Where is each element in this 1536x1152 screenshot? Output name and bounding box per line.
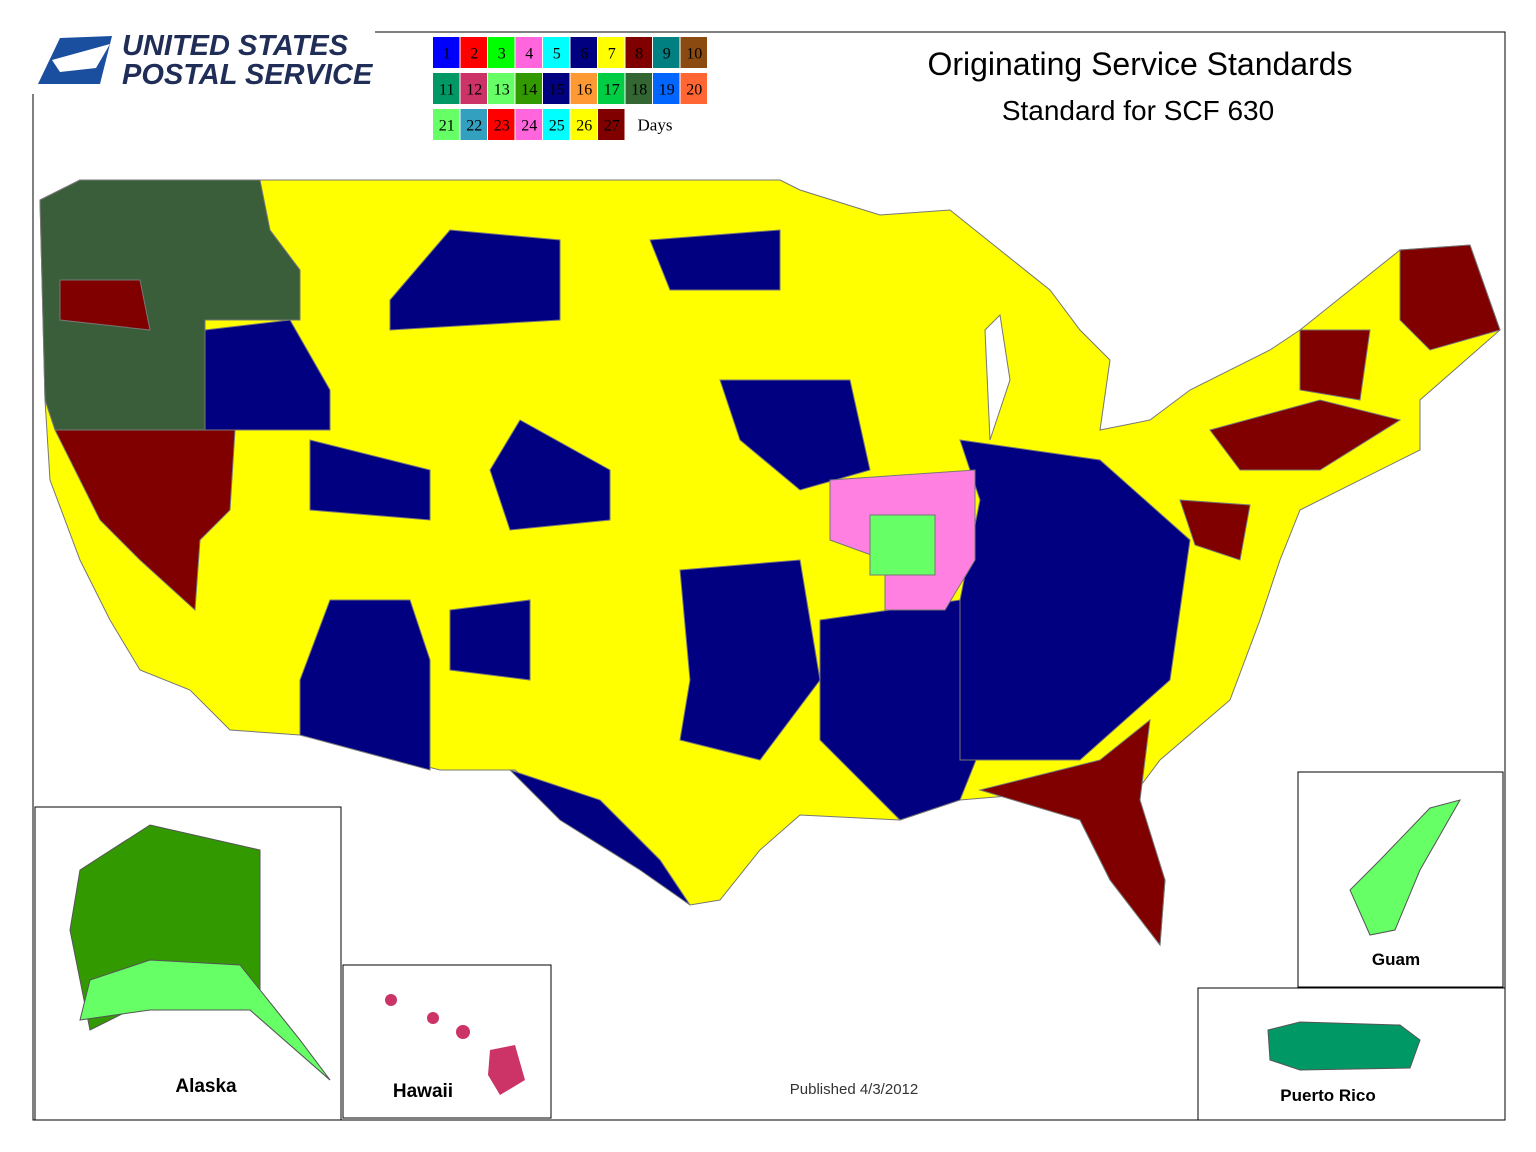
region <box>1209 399 1402 471</box>
legend-label: 23 <box>494 118 510 135</box>
legend-label: 4 <box>525 46 533 63</box>
region <box>509 769 691 906</box>
legend-swatch <box>653 73 680 104</box>
logo-eagle-wing <box>52 44 110 72</box>
hawaii-land <box>427 1012 439 1024</box>
legend-swatch <box>433 73 460 104</box>
hawaii-land <box>488 1045 525 1095</box>
legend-label: 5 <box>553 46 561 63</box>
legend-label: 8 <box>635 46 643 63</box>
legend-swatch <box>488 109 515 140</box>
legend-swatch <box>543 109 570 140</box>
region <box>449 599 531 681</box>
legend-label: 6 <box>580 46 588 63</box>
region <box>679 559 821 761</box>
legend-label: 10 <box>686 46 702 63</box>
legend-label: 3 <box>498 46 506 63</box>
legend-swatch <box>625 37 652 68</box>
legend-swatch <box>653 37 680 68</box>
legend-label: 12 <box>466 82 482 99</box>
region <box>1299 329 1371 401</box>
guam-land <box>1349 799 1462 936</box>
legend-swatch <box>625 73 652 104</box>
region <box>649 229 781 291</box>
legend-swatch <box>570 37 597 68</box>
region <box>389 229 561 331</box>
legend-swatch <box>570 109 597 140</box>
region <box>489 419 611 531</box>
legend-label: 15 <box>549 82 565 99</box>
legend-label: 24 <box>521 118 537 135</box>
legend-unit: Days <box>638 116 673 135</box>
inset-label: Puerto Rico <box>1280 1086 1375 1105</box>
alaska-land <box>79 959 331 1081</box>
legend-label: 21 <box>439 118 455 135</box>
legend-swatch <box>598 37 625 68</box>
region <box>1399 244 1501 351</box>
region <box>59 279 151 331</box>
region <box>39 179 301 431</box>
legend-label: 20 <box>686 82 702 99</box>
lake <box>984 313 1011 441</box>
subtitle: Standard for SCF 630 <box>1002 95 1274 126</box>
hawaii-land <box>385 994 397 1006</box>
logo-line: POSTAL SERVICE <box>122 59 374 91</box>
inset-frame <box>342 964 552 1119</box>
region <box>1179 499 1251 561</box>
legend-label: 14 <box>521 82 537 99</box>
legend-swatch <box>543 73 570 104</box>
legend-label: 18 <box>631 82 647 99</box>
legend-label: 9 <box>663 46 671 63</box>
legend-swatch <box>570 73 597 104</box>
legend-label: 13 <box>494 82 510 99</box>
legend-label: 11 <box>439 82 454 99</box>
legend-swatch <box>543 37 570 68</box>
legend-swatch <box>460 73 487 104</box>
region <box>299 599 431 771</box>
legend-swatch <box>680 73 707 104</box>
legend-swatch <box>515 73 542 104</box>
legend-swatch <box>460 109 487 140</box>
legend-swatch <box>488 73 515 104</box>
logo-line: UNITED STATES <box>122 30 349 62</box>
legend-swatch <box>680 37 707 68</box>
legend-label: 1 <box>443 46 451 63</box>
legend-swatch <box>433 37 460 68</box>
legend-label: 16 <box>576 82 592 99</box>
legend-swatch <box>515 37 542 68</box>
legend-label: 17 <box>604 82 620 99</box>
legend-label: 27 <box>604 118 620 135</box>
legend-swatch <box>598 109 625 140</box>
region <box>869 514 936 576</box>
inset-label: Guam <box>1372 950 1420 969</box>
region <box>204 319 331 431</box>
pr-land <box>1267 1021 1421 1071</box>
legend-swatch <box>515 109 542 140</box>
region <box>54 429 236 612</box>
legend-label: 2 <box>470 46 478 63</box>
legend-label: 22 <box>466 118 482 135</box>
published-date: Published 4/3/2012 <box>790 1081 918 1098</box>
legend-swatch <box>433 109 460 140</box>
region <box>309 439 431 521</box>
legend-label: 19 <box>659 82 675 99</box>
legend-swatch <box>488 37 515 68</box>
legend-label: 26 <box>576 118 592 135</box>
hawaii-land <box>456 1025 470 1039</box>
us-map <box>39 179 1501 947</box>
legend-swatch <box>598 73 625 104</box>
legend-label: 7 <box>608 46 616 63</box>
legend-swatch <box>460 37 487 68</box>
legend-label: 25 <box>549 118 565 135</box>
inset-label: Hawaii <box>393 1081 453 1102</box>
title: Originating Service Standards <box>927 46 1352 82</box>
region <box>978 718 1166 947</box>
inset-label: Alaska <box>175 1076 237 1097</box>
